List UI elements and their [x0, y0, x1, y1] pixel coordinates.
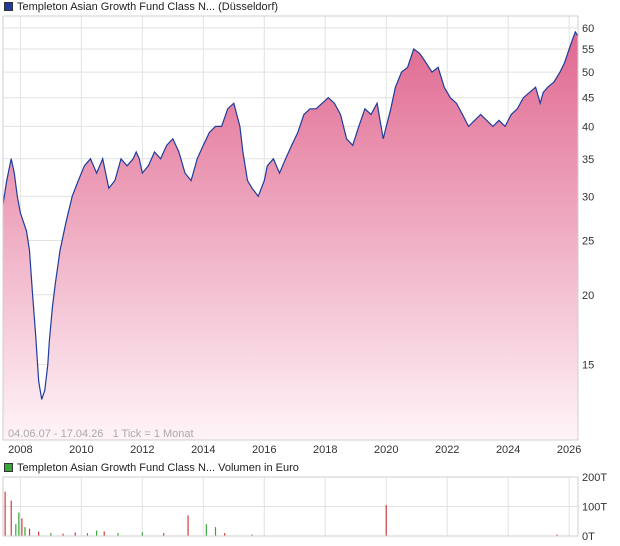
- volume-bar: [10, 500, 12, 536]
- y-tick-label: 55: [582, 44, 594, 56]
- volume-tick-label: 0T: [582, 531, 595, 543]
- volume-plot-frame: [2, 476, 579, 537]
- volume-bar: [24, 527, 26, 536]
- x-tick-label: 2018: [313, 444, 337, 456]
- range-caption: 04.06.07 - 17.04.26 1 Tick = 1 Monat: [8, 428, 194, 440]
- y-tick-label: 60: [582, 23, 594, 35]
- volume-bar: [21, 518, 23, 536]
- y-tick-label: 35: [582, 154, 594, 166]
- volume-bars: [4, 491, 558, 536]
- price-line: [2, 30, 579, 400]
- legend-volume-swatch: [4, 463, 13, 472]
- price-y-axis: 15 20 25 30 35 40 45 50 55 60: [582, 23, 594, 372]
- x-tick-label: 2020: [374, 444, 398, 456]
- x-tick-label: 2022: [435, 444, 459, 456]
- volume-bar: [385, 505, 387, 536]
- x-tick-label: 2016: [252, 444, 276, 456]
- volume-bar: [103, 531, 105, 536]
- y-tick-label: 45: [582, 93, 594, 105]
- volume-bar: [28, 528, 31, 536]
- volume-bar: [50, 533, 52, 536]
- volume-y-axis: 0T 100T 200T: [582, 472, 607, 543]
- volume-grid: [3, 476, 578, 537]
- volume-bar: [187, 515, 189, 536]
- y-tick-label: 25: [582, 236, 594, 248]
- volume-bar: [224, 533, 226, 536]
- volume-bar: [86, 533, 89, 536]
- volume-bar: [62, 533, 64, 536]
- volume-bar: [251, 534, 253, 536]
- volume-tick-label: 200T: [582, 472, 607, 484]
- x-tick-label: 2014: [191, 444, 215, 456]
- volume-bar: [74, 532, 76, 536]
- price-area: [3, 31, 578, 441]
- volume-bar: [556, 534, 558, 536]
- legend-volume: Templeton Asian Growth Fund Class N... V…: [4, 461, 299, 475]
- volume-bar: [15, 524, 17, 536]
- y-tick-label: 30: [582, 191, 594, 203]
- volume-bar: [4, 491, 6, 536]
- price-x-axis: 2008 2010 2012 2014 2016 2018 2020 2022 2024 2026: [8, 444, 581, 456]
- legend-price: Templeton Asian Growth Fund Class N... (…: [4, 0, 278, 14]
- legend-price-swatch: [4, 2, 13, 11]
- x-tick-label: 2024: [496, 444, 520, 456]
- x-tick-label: 2012: [130, 444, 154, 456]
- volume-bar: [38, 531, 40, 536]
- volume-bar: [214, 527, 217, 536]
- volume-bar: [117, 533, 119, 536]
- x-tick-label: 2008: [8, 444, 32, 456]
- volume-tick-label: 100T: [582, 502, 607, 514]
- volume-bar: [163, 533, 165, 536]
- price-plot-frame: [2, 15, 579, 441]
- legend-price-label: Templeton Asian Growth Fund Class N... (…: [17, 1, 279, 13]
- legend-volume-label: Templeton Asian Growth Fund Class N... V…: [17, 462, 299, 474]
- x-tick-label: 2026: [557, 444, 581, 456]
- volume-bar: [95, 530, 98, 536]
- y-tick-label: 20: [582, 290, 594, 302]
- volume-bar: [205, 524, 207, 536]
- volume-bar: [18, 512, 20, 536]
- y-tick-label: 40: [582, 121, 594, 133]
- y-tick-label: 50: [582, 67, 594, 79]
- y-tick-label: 15: [582, 360, 594, 372]
- x-tick-label: 2010: [69, 444, 93, 456]
- volume-bar: [141, 532, 143, 536]
